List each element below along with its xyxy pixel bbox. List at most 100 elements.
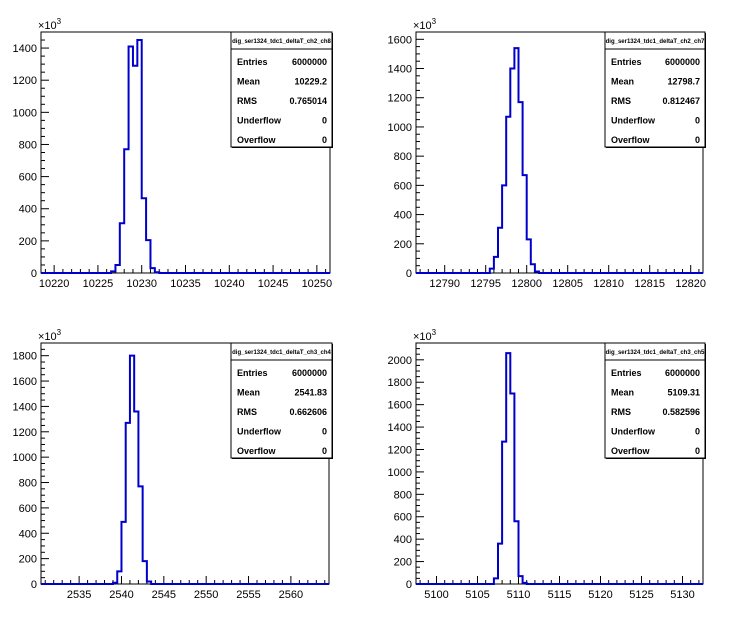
x-tick-label: 2535 [67, 589, 91, 601]
y-tick-label: 200 [19, 554, 37, 566]
stats-value: 0 [695, 116, 700, 126]
histogram-series-line [416, 352, 703, 585]
stats-value: 5109.31 [667, 388, 700, 398]
stats-value: 0 [695, 446, 700, 456]
y-tick-label: 1400 [388, 422, 412, 434]
stats-box [230, 342, 333, 459]
stats-value: 6000000 [665, 368, 700, 378]
y-tick-label: 600 [19, 503, 37, 515]
stats-label: RMS [611, 96, 631, 106]
y-tick-label: 400 [19, 528, 37, 540]
y-tick-label: 2000 [388, 355, 412, 367]
x-tick-label: 12805 [552, 278, 583, 290]
histogram-pad-3: 0 200 400 600 800 1000 1200 1400 1600 1800 2535 254… [13, 328, 333, 601]
y-tick-label: 800 [19, 478, 37, 490]
histogram-series-line [416, 47, 703, 274]
stats-value: 0 [322, 446, 327, 456]
stats-value: 0.582596 [662, 407, 700, 417]
stats-value: 12798.7 [667, 77, 700, 87]
stats-box [604, 342, 706, 459]
y-tick-label: 1400 [388, 64, 412, 76]
stats-label: Overflow [237, 446, 277, 456]
y-tick-label: 1400 [13, 401, 37, 413]
x-tick-label: 10220 [39, 278, 70, 290]
y-tick-label: 0 [31, 579, 37, 591]
stats-label: Entries [611, 57, 642, 67]
stats-label: Mean [237, 388, 260, 398]
y-tick-label: 800 [19, 139, 37, 151]
y-tick-label: 1400 [13, 43, 37, 55]
histogram-series-line [41, 39, 330, 274]
x-tick-label: 12790 [429, 278, 460, 290]
y-tick-label: 1000 [13, 452, 37, 464]
stats-value: 0 [322, 135, 327, 145]
y-tick-label: 600 [394, 512, 412, 524]
x-tick-label: 2540 [109, 589, 133, 601]
stats-value: 6000000 [292, 57, 327, 67]
stats-label: Overflow [611, 446, 651, 456]
x-tick-label: 10245 [258, 278, 289, 290]
y-multiplier-label: ×103 [413, 17, 437, 32]
stats-value: 6000000 [292, 368, 327, 378]
stats-label: Underflow [237, 116, 282, 126]
y-tick-label: 400 [394, 210, 412, 222]
x-tick-label: 5110 [507, 589, 531, 601]
y-tick-label: 600 [394, 180, 412, 192]
x-tick-label: 10250 [302, 278, 333, 290]
x-tick-label: 2560 [279, 589, 303, 601]
y-tick-label: 1800 [388, 377, 412, 389]
y-tick-label: 400 [19, 204, 37, 216]
x-tick-label: 5115 [548, 589, 572, 601]
y-tick-label: 200 [394, 557, 412, 569]
stats-title: dig_ser1324_tdc1_deltaT_ch3_ch4 [232, 350, 331, 356]
x-tick-label: 12810 [593, 278, 624, 290]
stats-value: 10229.2 [294, 77, 327, 87]
y-tick-label: 200 [394, 239, 412, 251]
stats-title: dig_ser1324_tdc1_deltaT_ch3_ch5 [606, 350, 705, 356]
y-tick-label: 0 [406, 268, 412, 280]
stats-label: RMS [611, 407, 631, 417]
x-tick-label: 5130 [670, 589, 694, 601]
y-multiplier-label: ×103 [38, 328, 62, 343]
x-tick-label: 2550 [194, 589, 218, 601]
y-multiplier-label: ×103 [38, 17, 62, 32]
x-tick-label: 2555 [236, 589, 260, 601]
stats-label: Mean [611, 388, 634, 398]
x-tick-label: 12795 [470, 278, 501, 290]
x-tick-label: 12800 [511, 278, 542, 290]
stats-label: Entries [237, 368, 268, 378]
stats-title: dig_ser1324_tdc1_deltaT_ch2_ch8 [232, 39, 331, 45]
stats-value: 0 [322, 427, 327, 437]
x-tick-label: 10235 [170, 278, 201, 290]
x-tick-label: 5100 [424, 589, 448, 601]
y-tick-label: 1800 [13, 351, 37, 363]
x-tick-label: 10230 [126, 278, 157, 290]
histogram-pad-2: 0 200 400 600 800 1000 1200 1400 1600 12790 12795 1… [388, 17, 706, 290]
stats-label: RMS [237, 96, 257, 106]
y-tick-label: 400 [394, 534, 412, 546]
stats-label: Entries [237, 57, 268, 67]
stats-label: Entries [611, 368, 642, 378]
stats-label: RMS [237, 407, 257, 417]
stats-value: 0.765014 [289, 96, 327, 106]
y-tick-label: 800 [394, 489, 412, 501]
x-tick-label: 5105 [465, 589, 489, 601]
x-tick-label: 12820 [675, 278, 706, 290]
y-tick-label: 0 [406, 579, 412, 591]
y-tick-label: 1600 [13, 376, 37, 388]
x-tick-label: 12815 [634, 278, 665, 290]
stats-value: 0 [695, 135, 700, 145]
x-tick-label: 5125 [629, 589, 653, 601]
stats-label: Overflow [237, 135, 277, 145]
stats-box [604, 31, 706, 148]
stats-value: 0.812467 [662, 96, 700, 106]
y-tick-label: 600 [19, 172, 37, 184]
x-tick-label: 10240 [214, 278, 245, 290]
stats-title: dig_ser1324_tdc1_deltaT_ch2_ch7 [606, 39, 705, 45]
histogram-series-line [41, 354, 329, 585]
y-tick-label: 0 [31, 268, 37, 280]
stats-value: 0.662606 [289, 407, 327, 417]
y-tick-label: 800 [394, 151, 412, 163]
y-tick-label: 1200 [13, 427, 37, 439]
